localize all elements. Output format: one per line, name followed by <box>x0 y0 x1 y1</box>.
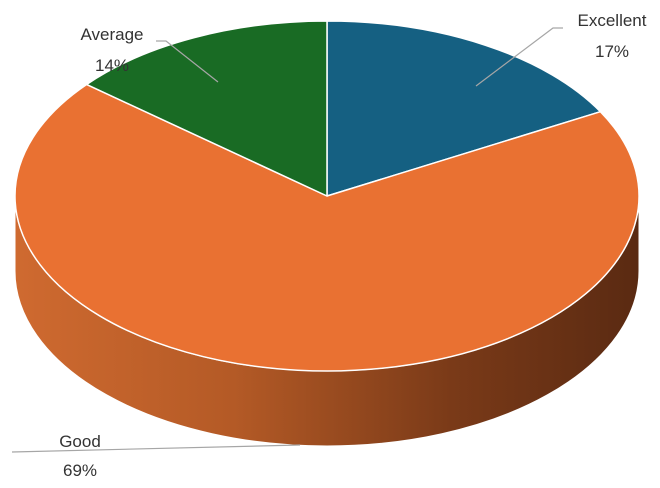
slice-good <box>14 83 640 372</box>
data-labels: Excellent 17% Average 14% Good 69% <box>59 11 647 480</box>
slice-label-good-value: 69% <box>63 461 97 480</box>
pie-top-layer <box>14 20 640 372</box>
slice-label-excellent-value: 17% <box>595 42 629 61</box>
leader-lines <box>11 27 563 453</box>
leader-line-excellent <box>475 27 563 87</box>
slice-label-good-name: Good <box>59 432 101 451</box>
slice-label-average-name: Average <box>80 25 143 44</box>
leader-line-average <box>156 40 219 83</box>
slice-excellent <box>326 20 602 197</box>
leader-line-good <box>11 444 301 453</box>
slice-average <box>85 20 328 197</box>
slice-label-excellent-name: Excellent <box>578 11 647 30</box>
slice-label-average-value: 14% <box>95 56 129 75</box>
